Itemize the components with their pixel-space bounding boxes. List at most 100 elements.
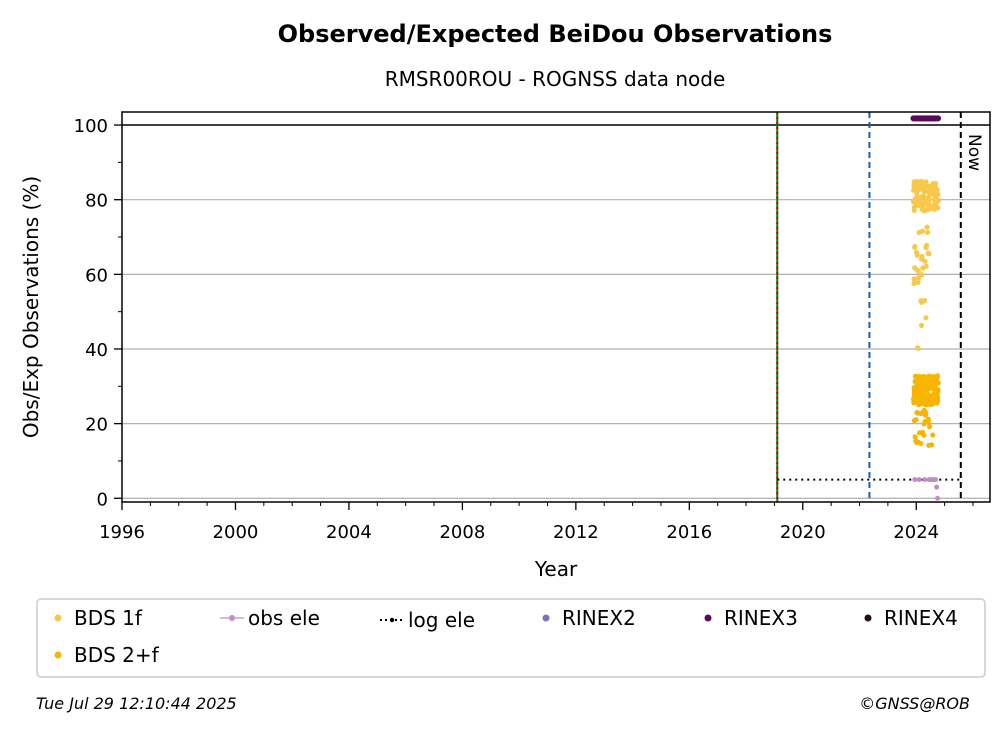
point-bds1f (920, 193, 927, 199)
legend-marker-rinex2 (542, 614, 550, 622)
y-axis-label: Obs/Exp Observations (%) (19, 176, 43, 438)
y-tick-label: 0 (97, 489, 108, 510)
x-tick-label: 1996 (99, 522, 145, 543)
footer-credit: ©GNSS@ROB (859, 694, 970, 713)
now-label: Now (964, 134, 984, 171)
point-bds2f (927, 399, 934, 405)
point-bds2f (913, 417, 919, 423)
point-bds1f (929, 182, 935, 188)
point-bds1f (920, 265, 926, 271)
point-bds1f (923, 315, 929, 321)
point-bds2f (932, 387, 938, 394)
point-bds2f (915, 389, 921, 395)
point-bds2f (915, 410, 921, 416)
legend-label-rinex3: RINEX3 (724, 606, 798, 630)
plot-frame (121, 111, 991, 503)
point-bds2f (923, 395, 929, 401)
legend-label-bds2f: BDS 2+f (74, 643, 160, 667)
legend-marker-obsele (229, 615, 235, 621)
point-bds1f (910, 198, 917, 204)
point-bds2f (914, 385, 920, 391)
legend-marker-bds1f (54, 614, 62, 622)
point-bds2f (912, 398, 918, 404)
x-tick-label: 2012 (553, 522, 599, 543)
footer-timestamp: Tue Jul 29 12:10:44 2025 (36, 694, 237, 713)
point-bds1f (920, 207, 926, 213)
legend-label-bds1f: BDS 1f (74, 606, 143, 630)
point-bds1f (926, 251, 932, 257)
legend-marker-rinex3 (704, 614, 712, 622)
point-bds1f (925, 229, 931, 235)
point-bds1f (919, 178, 925, 185)
point-bds2f (934, 400, 940, 406)
point-bds2f (933, 374, 940, 380)
x-tick-label: 2004 (326, 522, 372, 543)
y-tick-label: 80 (85, 191, 108, 212)
x-tick-label: 2008 (439, 522, 485, 543)
point-obs-ele (916, 477, 922, 483)
point-bds1f (924, 197, 930, 204)
chart-subtitle: RMSR00ROU - ROGNSS data node (385, 67, 726, 91)
point-bds2f (916, 400, 923, 406)
point-bds1f (914, 194, 920, 200)
legend: BDS 1f obs ele log ele RINEX2 RINEX3 RINEX4 BD… (36, 598, 986, 678)
x-tick-label: 2020 (780, 522, 826, 543)
point-bds1f (935, 198, 941, 204)
point-obs-ele (933, 477, 939, 483)
point-bds2f (926, 373, 932, 380)
x-tick-label: 2000 (213, 522, 259, 543)
point-bds1f (911, 276, 917, 282)
point-bds1f (914, 252, 920, 258)
point-bds1f (915, 275, 922, 281)
point-bds1f (924, 224, 930, 230)
point-bds2f (915, 439, 921, 445)
point-bds1f (915, 345, 921, 351)
x-axis-label: Year (534, 557, 578, 581)
legend-marker-logele (389, 617, 395, 623)
point-bds2f (921, 432, 927, 438)
point-bds2f (920, 376, 926, 383)
point-bds1f (927, 190, 933, 196)
point-bds1f (912, 244, 918, 251)
point-bds2f (912, 379, 919, 385)
point-bds2f (922, 418, 928, 425)
point-bds1f (921, 188, 928, 195)
point-bds2f (929, 379, 935, 386)
point-bds1f (926, 204, 932, 210)
point-bds2f (912, 434, 918, 440)
legend-marker-bds2f (54, 651, 62, 659)
point-bds1f (919, 228, 926, 234)
y-tick-label: 20 (85, 415, 108, 436)
point-obs-ele (935, 495, 941, 501)
point-bds1f (912, 188, 918, 194)
point-bds1f (931, 192, 938, 199)
point-bds1f (932, 206, 938, 212)
point-bds1f (918, 256, 925, 262)
point-bds2f (912, 373, 919, 379)
point-bds2f (912, 394, 918, 400)
y-tick-label: 100 (74, 116, 108, 137)
legend-marker-rinex4 (864, 614, 872, 622)
point-bds1f (912, 182, 918, 189)
point-bds1f (915, 268, 921, 274)
legend-box (36, 598, 986, 678)
point-bds1f (911, 204, 917, 211)
point-bds2f (930, 432, 936, 438)
x-tick-label: 2016 (666, 522, 712, 543)
point-bds1f (915, 279, 921, 285)
point-bds1f (912, 265, 918, 271)
y-tick-label: 60 (85, 265, 108, 286)
point-bds1f (924, 242, 930, 248)
legend-label-obsele: obs ele (248, 606, 320, 630)
y-tick-label: 40 (85, 340, 108, 361)
point-bds2f (928, 393, 934, 399)
point-bds1f (918, 322, 925, 329)
legend-label-rinex4: RINEX4 (884, 606, 958, 630)
point-bds1f (919, 203, 925, 209)
legend-label-rinex2: RINEX2 (562, 606, 636, 630)
point-bds1f (931, 188, 937, 194)
legend-label-logele: log ele (408, 608, 475, 632)
point-bds1f (919, 299, 925, 305)
point-bds2f (923, 410, 929, 416)
